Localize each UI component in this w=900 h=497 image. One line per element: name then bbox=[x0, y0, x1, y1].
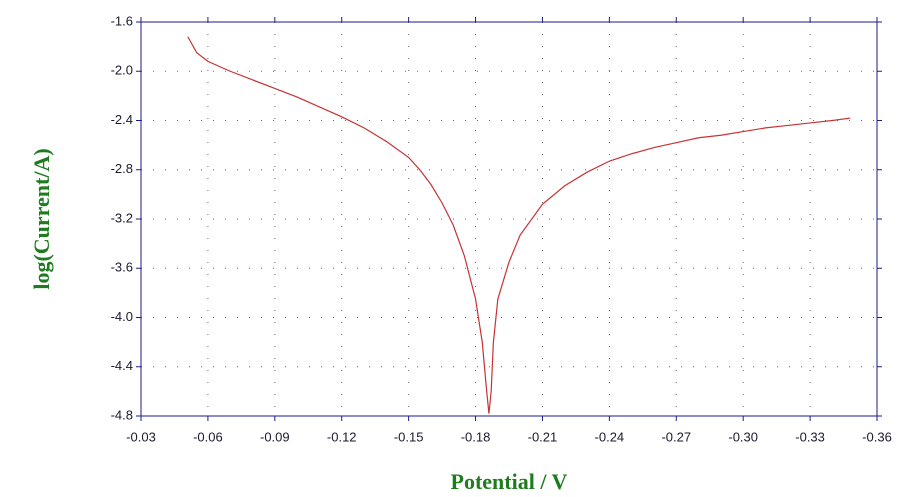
data-line bbox=[187, 36, 851, 414]
x-tick-label: -0.03 bbox=[126, 429, 156, 444]
x-axis-title: Potential / V bbox=[451, 469, 568, 494]
x-tick-label: -0.06 bbox=[193, 429, 223, 444]
y-tick-label: -2.8 bbox=[111, 161, 133, 176]
y-tick-label: -2.0 bbox=[111, 63, 133, 78]
y-tick-label: -1.6 bbox=[111, 13, 133, 28]
plot-frame bbox=[140, 21, 878, 417]
x-tick-label: -0.21 bbox=[528, 429, 558, 444]
y-tick-label: -3.6 bbox=[111, 260, 133, 275]
x-tick-label: -0.33 bbox=[795, 429, 825, 444]
x-tick-label: -0.36 bbox=[862, 429, 892, 444]
x-tick-label: -0.15 bbox=[394, 429, 424, 444]
y-tick-label: -2.4 bbox=[111, 112, 133, 127]
y-tick-label: -4.0 bbox=[111, 309, 133, 324]
y-axis-title: log(Current/A) bbox=[29, 148, 54, 289]
x-tick-label: -0.30 bbox=[728, 429, 758, 444]
y-tick-label: -3.2 bbox=[111, 210, 133, 225]
x-tick-label: -0.09 bbox=[260, 429, 290, 444]
x-tick-label: -0.18 bbox=[461, 429, 491, 444]
x-tick-label: -0.24 bbox=[595, 429, 625, 444]
y-tick-label: -4.4 bbox=[111, 358, 133, 373]
x-tick-label: -0.27 bbox=[661, 429, 691, 444]
x-tick-label: -0.12 bbox=[327, 429, 357, 444]
y-tick-label: -4.8 bbox=[111, 407, 133, 422]
